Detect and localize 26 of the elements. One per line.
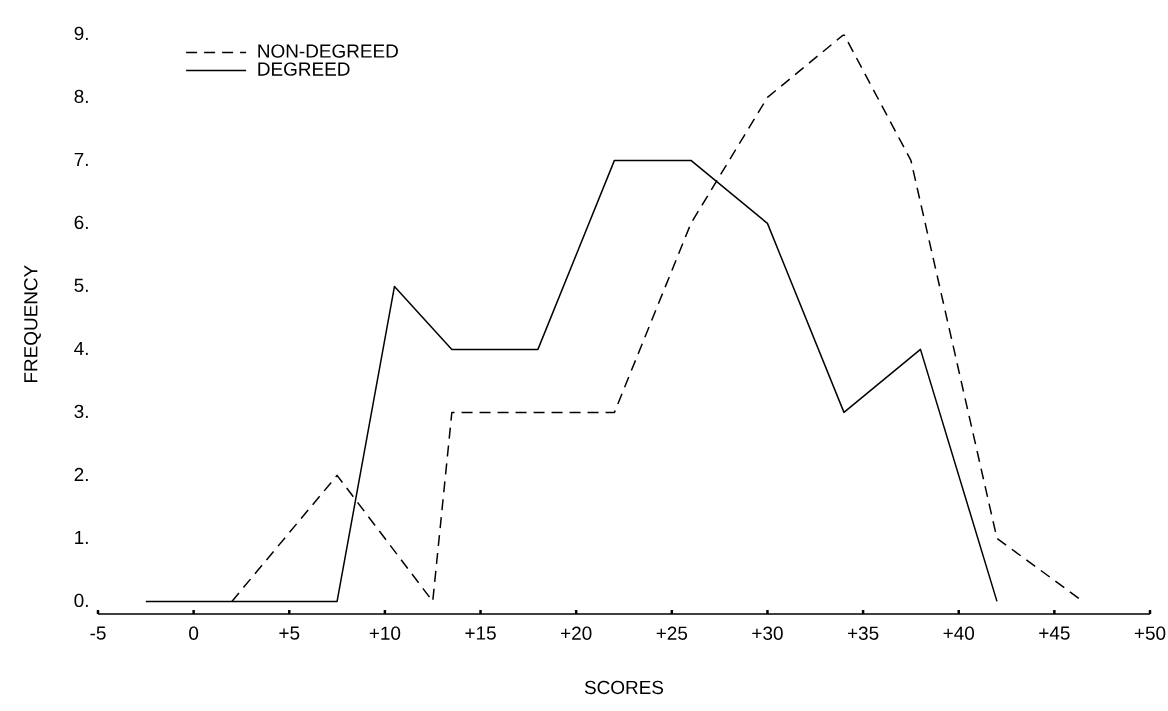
x-tick-label: +25 bbox=[656, 626, 688, 640]
x-tick-label: +30 bbox=[752, 626, 783, 640]
x-tick-label: +5 bbox=[279, 626, 300, 640]
y-tick-label: 6. bbox=[74, 215, 88, 230]
y-tick-label: 4. bbox=[74, 341, 88, 355]
x-tick-label: +40 bbox=[943, 626, 975, 640]
x-tick-label: 0 bbox=[189, 626, 199, 640]
x-tick-label: +10 bbox=[369, 626, 401, 640]
x-tick-label: +15 bbox=[465, 626, 496, 640]
y-axis-title: FREQUENCY bbox=[24, 265, 41, 383]
x-tick-label: +50 bbox=[1134, 626, 1166, 640]
y-tick-label: 8. bbox=[74, 89, 88, 104]
y-tick-label: 2. bbox=[74, 467, 88, 482]
legend-label: NON-DEGREED bbox=[258, 44, 398, 58]
y-tick-label: 1. bbox=[75, 530, 88, 544]
y-tick-label: 0. bbox=[74, 593, 88, 608]
x-tick-label: +35 bbox=[847, 626, 879, 640]
x-tick-label: -5 bbox=[90, 626, 106, 640]
legend-label: DEGREED bbox=[258, 62, 350, 76]
x-axis-title: SCORES bbox=[584, 680, 664, 695]
y-tick-label: 9. bbox=[74, 26, 88, 41]
y-tick-label: 7. bbox=[74, 152, 88, 166]
y-tick-label: 5. bbox=[74, 278, 88, 293]
y-tick-label: 3. bbox=[74, 404, 88, 419]
x-tick-label: +45 bbox=[1039, 626, 1070, 640]
x-tick-label: +20 bbox=[561, 626, 592, 640]
